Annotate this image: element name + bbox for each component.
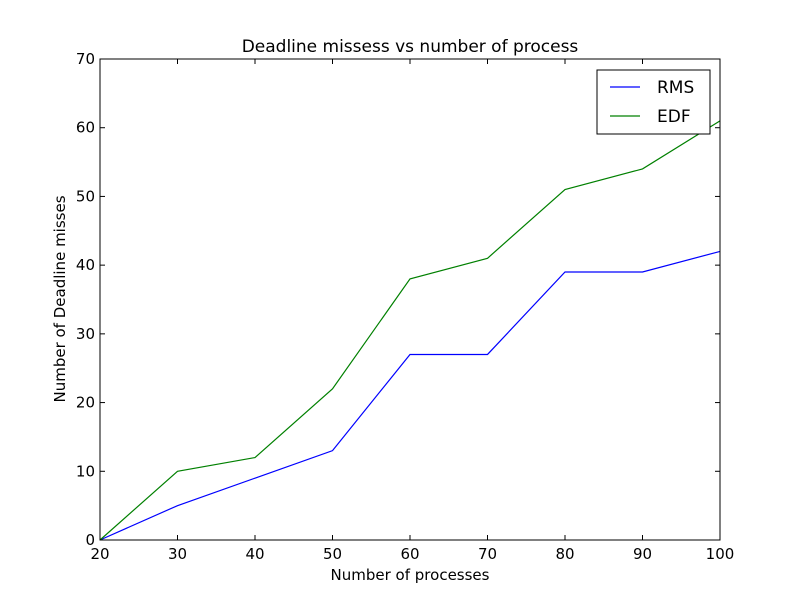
y-axis-label: Number of Deadline misses — [51, 195, 69, 402]
legend-label-edf: EDF — [657, 107, 691, 127]
series-line-rms — [99, 250, 721, 541]
y-tick-label: 40 — [76, 256, 95, 274]
x-tick-label: 100 — [706, 545, 735, 563]
y-tick-label: 60 — [76, 119, 95, 137]
x-tick-label: 70 — [478, 545, 497, 563]
x-tick-label: 20 — [90, 545, 109, 563]
legend-box — [596, 69, 711, 135]
axis-ticks: 20 30 40 50 60 70 80 90 100 0 10 20 30 40 50 60 70 — [76, 50, 734, 563]
y-tick-label: 70 — [76, 50, 95, 68]
chart-title: Deadline missess vs number of process — [242, 37, 579, 57]
legend: RMS EDF — [596, 69, 711, 135]
x-axis-label: Number of processes — [331, 566, 490, 584]
legend-label-rms: RMS — [657, 78, 694, 98]
y-tick-label: 20 — [76, 394, 95, 412]
y-tick-label: 10 — [76, 462, 95, 480]
series-lines — [99, 120, 721, 541]
x-tick-label: 40 — [245, 545, 264, 563]
x-tick-label: 30 — [168, 545, 187, 563]
y-tick-label: 30 — [76, 325, 95, 343]
x-tick-label: 80 — [555, 545, 574, 563]
x-tick-label: 90 — [633, 545, 652, 563]
series-line-edf — [99, 120, 721, 541]
y-tick-label: 50 — [76, 187, 95, 205]
y-tick-label: 0 — [85, 531, 95, 549]
x-tick-label: 50 — [323, 545, 342, 563]
x-tick-label: 60 — [400, 545, 419, 563]
plot-area-frame — [99, 58, 721, 541]
